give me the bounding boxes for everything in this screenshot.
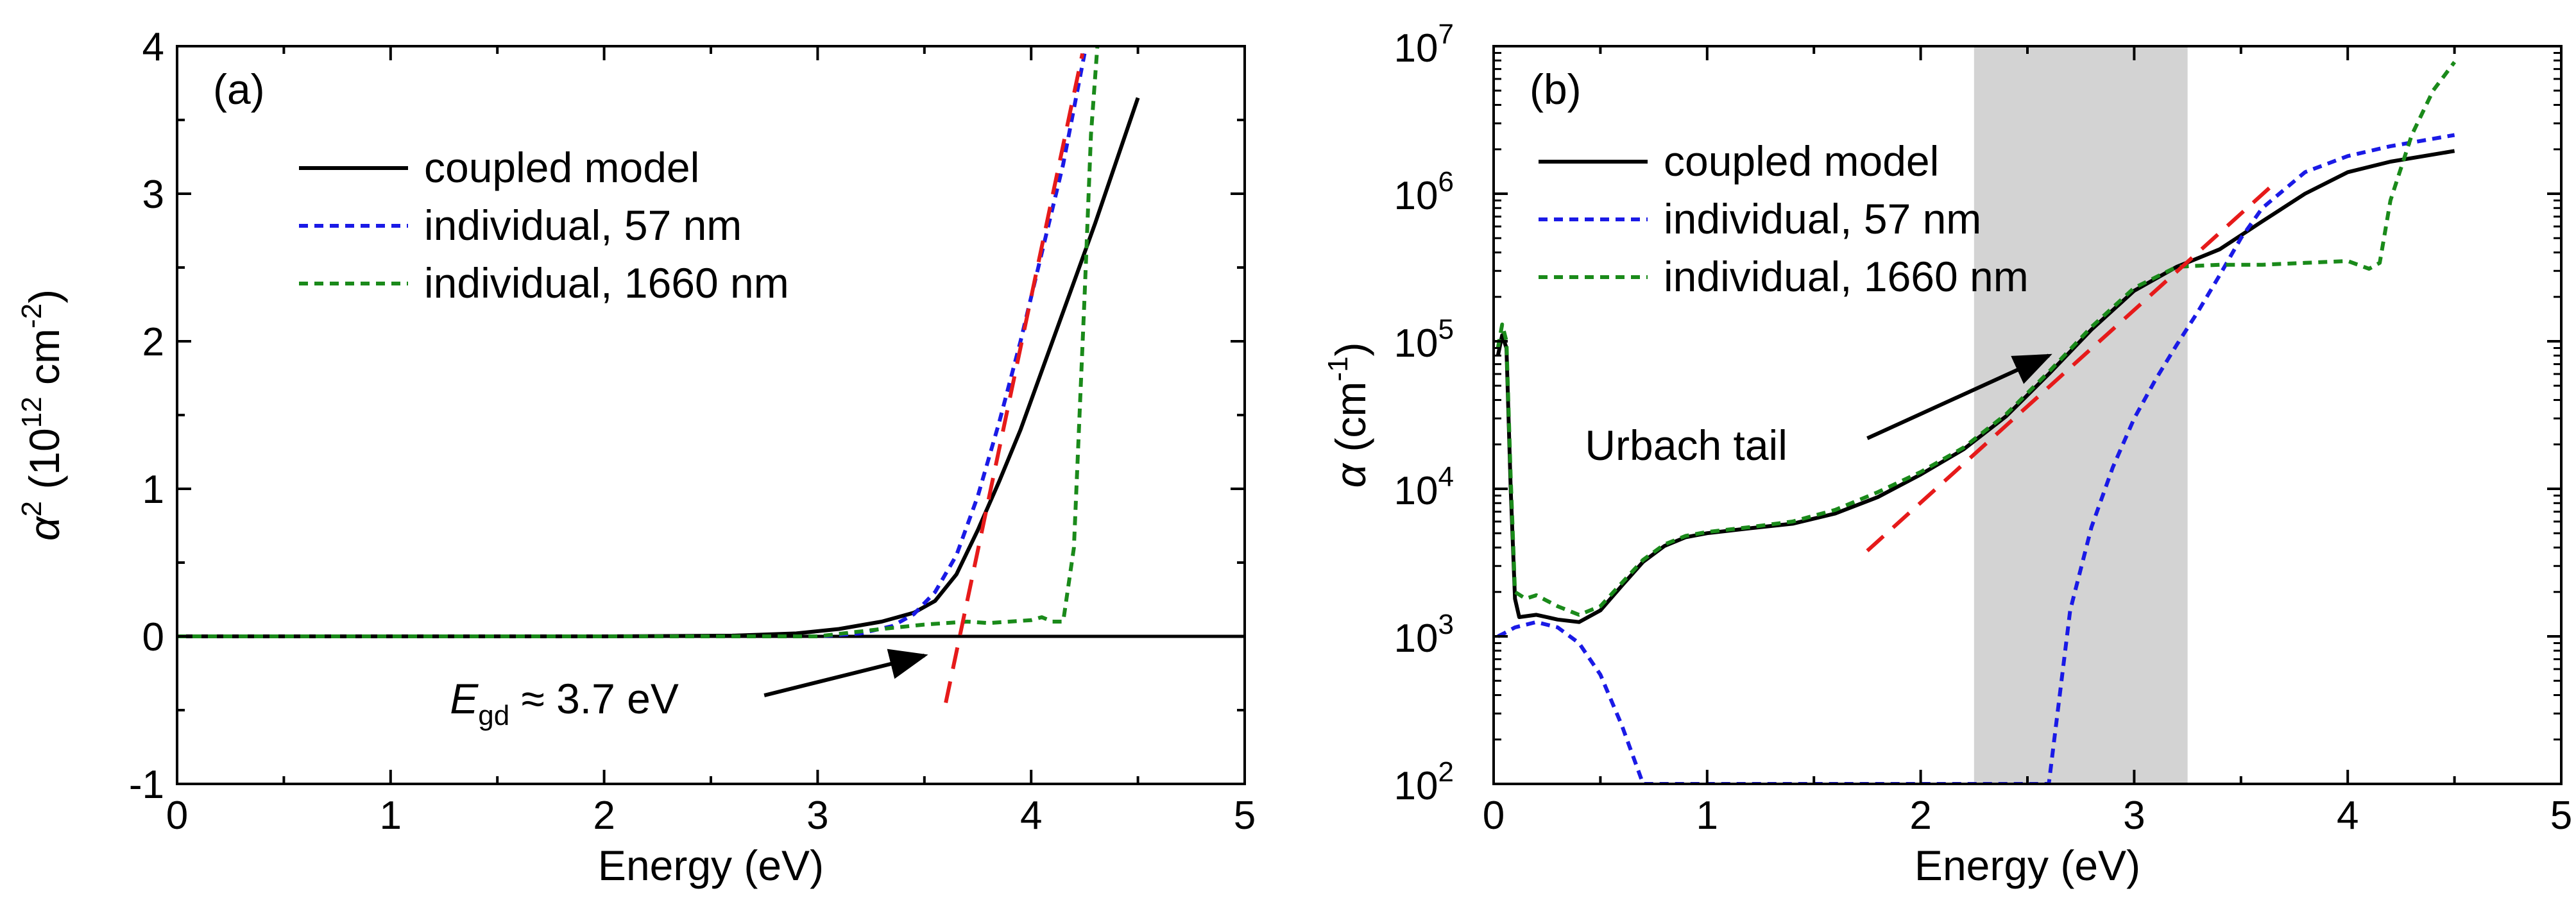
legend-label: individual, 1660 nm: [424, 259, 789, 307]
series-line-fit-line: [944, 53, 1085, 704]
y-tick-label: 0: [142, 615, 164, 659]
y-tick-label: 104: [1394, 461, 1454, 513]
x-tick-label: 5: [2550, 794, 2572, 838]
annotation-text: Urbach tail: [1585, 421, 1787, 469]
series-line-individual-1660-nm: [177, 46, 1100, 638]
legend-label: coupled model: [1664, 137, 1939, 185]
y-tick-label: 3: [142, 173, 164, 217]
x-tick-label: 2: [1909, 794, 1931, 838]
x-tick-label: 3: [2123, 794, 2145, 838]
panel-label: (b): [1530, 65, 1582, 113]
x-tick-label: 4: [2337, 794, 2358, 838]
y-tick-label: 1: [142, 468, 164, 512]
y-tick-label: -1: [129, 763, 164, 807]
legend-label: individual, 57 nm: [1664, 195, 1981, 242]
x-tick-label: 0: [1483, 794, 1505, 838]
series-line-fit-line: [1866, 183, 2274, 552]
x-tick-label: 1: [1696, 794, 1718, 838]
legend-label: coupled model: [424, 144, 699, 191]
y-tick-label: 107: [1394, 19, 1454, 71]
plot-frame: [176, 45, 1246, 785]
series-line-individual-1660-nm: [1496, 61, 2457, 617]
x-tick-label: 3: [806, 794, 828, 838]
series-line-coupled-model: [1496, 149, 2455, 624]
y-tick-label: 102: [1394, 756, 1454, 808]
y-axis-title: α (cm-1): [1322, 342, 1374, 488]
y-tick-label: 103: [1394, 609, 1454, 661]
legend-label: individual, 1660 nm: [1664, 253, 2029, 300]
x-tick-label: 0: [166, 794, 188, 838]
legend: coupled model individual, 57 nm individual…: [1539, 137, 2029, 300]
y-tick-label: 4: [142, 25, 164, 69]
x-axis-title: Energy (eV): [1915, 842, 2140, 889]
x-tick-label: 2: [593, 794, 615, 838]
legend-label: individual, 57 nm: [424, 201, 742, 249]
series-group: [1496, 61, 2457, 784]
series-line-individual-57-nm: [177, 53, 1087, 638]
annotation-arrow: [1866, 353, 2052, 440]
y-tick-label: 105: [1394, 314, 1454, 366]
panel-label: (a): [213, 65, 265, 113]
x-tick-label: 4: [1020, 794, 1042, 838]
legend: coupled model individual, 57 nm individual…: [299, 144, 789, 307]
series-group: [177, 46, 1140, 704]
x-tick-label: 5: [1234, 794, 1256, 838]
x-tick-label: 1: [380, 794, 402, 838]
series-line-individual-57-nm: [1497, 133, 2455, 784]
x-axis-title: Energy (eV): [598, 842, 824, 889]
y-axis-title: α2 (1012 cm-2): [16, 289, 68, 541]
annotation-arrow: [763, 649, 928, 697]
y-tick-label: 2: [142, 320, 164, 364]
y-tick-label: 106: [1394, 166, 1454, 218]
panel-b: 0 1 2 3 4 5 102 103 104 105 106 107 Energy (eV) α (cm…: [1322, 19, 2572, 889]
annotation-text: Egd ≈ 3.7 eV: [450, 675, 679, 731]
